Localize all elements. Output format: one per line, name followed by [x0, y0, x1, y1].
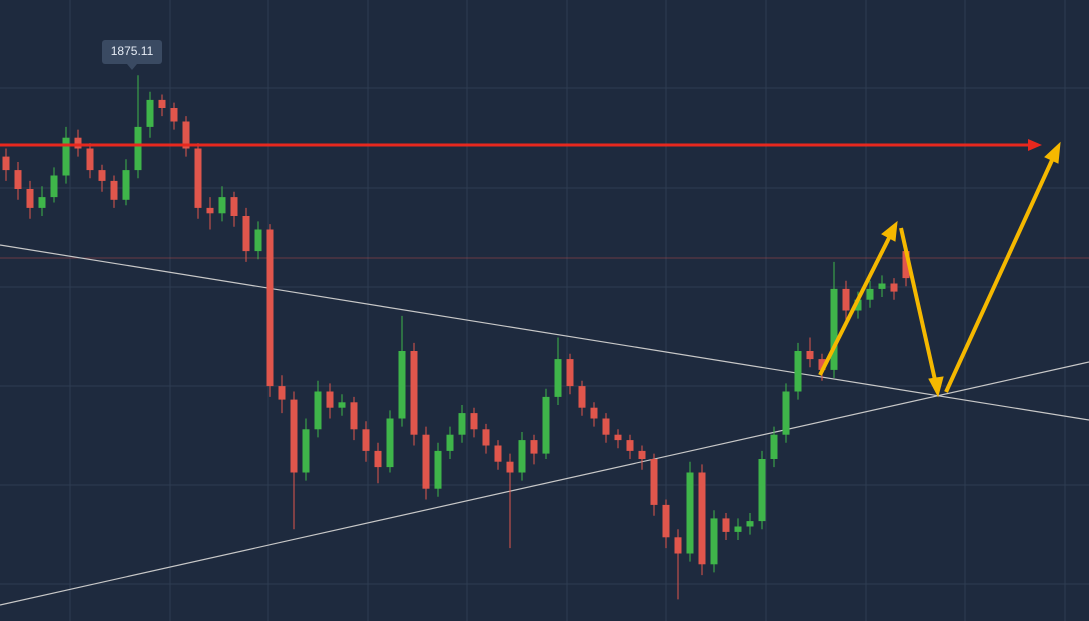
- candle-body: [674, 537, 682, 554]
- candle-body: [122, 170, 130, 200]
- candle-body: [866, 288, 874, 300]
- candle-body: [422, 434, 430, 489]
- candle-body: [590, 407, 598, 419]
- candle-body: [818, 359, 826, 370]
- candle-body: [854, 299, 862, 311]
- candle-body: [242, 216, 250, 252]
- candle-body: [614, 434, 622, 441]
- candle-body: [578, 386, 586, 408]
- candle-body: [734, 526, 742, 532]
- candle-body: [806, 351, 814, 360]
- candle-body: [290, 399, 298, 473]
- candle-body: [758, 459, 766, 522]
- candle-body: [26, 189, 34, 208]
- candle-body: [842, 288, 850, 311]
- candle-body: [230, 197, 238, 216]
- candle-body: [890, 283, 898, 292]
- candle-body: [650, 459, 658, 505]
- candle-body: [14, 170, 22, 189]
- tooltip: 1875.11: [102, 40, 162, 70]
- candle-body: [326, 391, 334, 408]
- candle-body: [566, 359, 574, 387]
- candle-body: [830, 288, 838, 370]
- candle-body: [386, 418, 394, 468]
- candle-body: [710, 518, 718, 565]
- candle-body: [782, 391, 790, 435]
- candle-body: [134, 126, 142, 171]
- candle-body: [518, 440, 526, 473]
- candle-body: [770, 434, 778, 459]
- candle-body: [638, 450, 646, 459]
- candle-body: [86, 148, 94, 171]
- tooltip-pointer: [127, 64, 137, 70]
- candle-body: [62, 137, 70, 176]
- projection-arrows: [818, 141, 1061, 398]
- candle-body: [350, 402, 358, 430]
- candle-body: [686, 472, 694, 554]
- candle-body: [554, 359, 562, 397]
- candle-body: [314, 391, 322, 430]
- candle-body: [50, 175, 58, 198]
- candle-body: [362, 429, 370, 451]
- candle-body: [722, 518, 730, 532]
- candle-body: [398, 351, 406, 419]
- candle-body: [626, 440, 634, 451]
- candle-body: [2, 156, 10, 171]
- tooltip-box: [102, 40, 162, 64]
- candle-body: [698, 472, 706, 565]
- candle-body: [338, 402, 346, 408]
- candle-body: [98, 170, 106, 181]
- candle-body: [74, 137, 82, 149]
- candle-body: [482, 429, 490, 446]
- candle-body: [902, 251, 910, 279]
- candle-body: [158, 99, 166, 108]
- candle-body: [374, 450, 382, 468]
- candle-body: [206, 207, 214, 214]
- candle-body: [434, 450, 442, 489]
- candle-body: [146, 99, 154, 127]
- candle-body: [110, 180, 118, 200]
- trend-line: [0, 244, 1089, 421]
- candle-body: [218, 197, 226, 214]
- candle-body: [458, 413, 466, 435]
- candle-body: [302, 429, 310, 473]
- trend-line: [0, 361, 1089, 606]
- candle-body: [182, 121, 190, 149]
- candles: [2, 75, 910, 600]
- candle-body: [266, 229, 274, 387]
- candle-body: [530, 440, 538, 454]
- candle-body: [38, 197, 46, 208]
- candle-body: [446, 434, 454, 451]
- candle-body: [170, 108, 178, 122]
- candle-body: [278, 386, 286, 400]
- candle-body: [194, 148, 202, 208]
- high-label: 1875.11: [111, 44, 154, 58]
- candle-body: [794, 351, 802, 392]
- arrow-head: [1028, 139, 1042, 151]
- candle-body: [662, 504, 670, 538]
- candle-body: [506, 461, 514, 473]
- candle-body: [494, 445, 502, 462]
- candle-body: [410, 351, 418, 435]
- candle-body: [602, 418, 610, 435]
- candle-body: [746, 521, 754, 527]
- candle-body: [254, 229, 262, 252]
- candle-body: [470, 413, 478, 430]
- candle-body: [878, 283, 886, 289]
- candle-body: [542, 396, 550, 454]
